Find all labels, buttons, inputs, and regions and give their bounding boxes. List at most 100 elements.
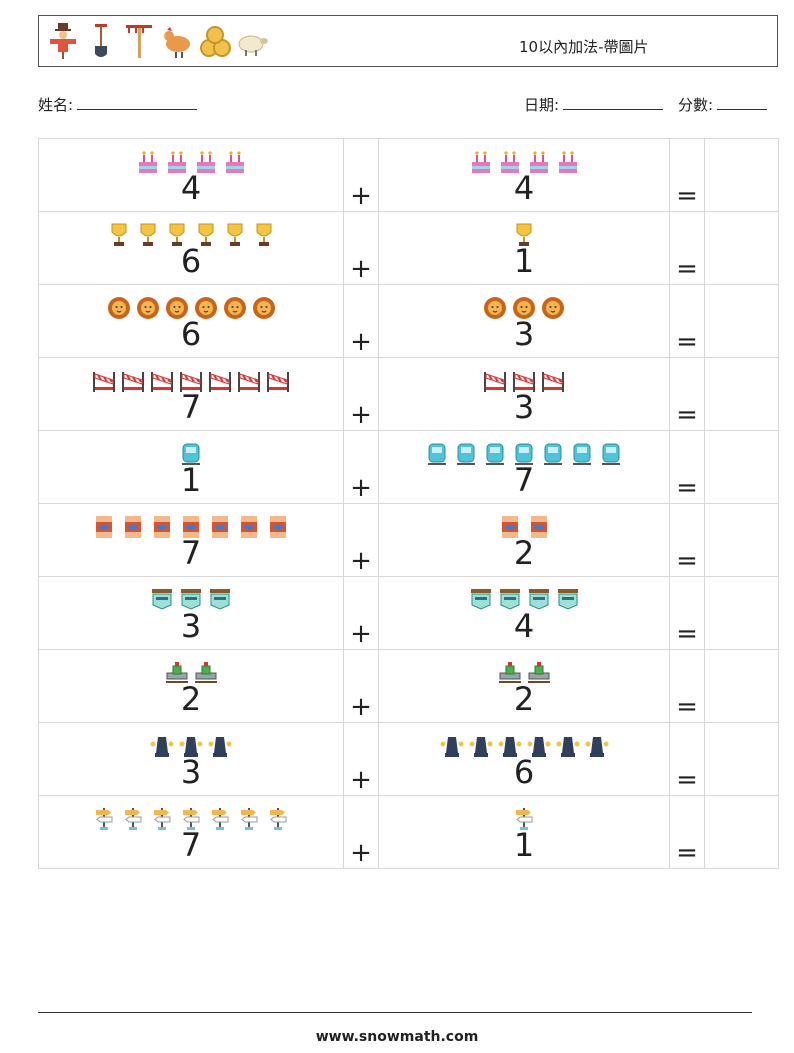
trophy-icon bbox=[169, 223, 184, 246]
trophy-icon bbox=[256, 223, 271, 246]
trophy-icon bbox=[140, 223, 155, 246]
scarecrow-icon bbox=[50, 23, 76, 59]
answer-cell[interactable] bbox=[704, 284, 779, 358]
addend-b-number: 1 bbox=[513, 242, 535, 280]
score-blank[interactable] bbox=[717, 95, 768, 110]
addend-a-icons bbox=[39, 358, 343, 396]
problem-row: 6 +1 = bbox=[38, 211, 779, 285]
tram-icon bbox=[182, 443, 200, 465]
answer-cell[interactable] bbox=[704, 211, 779, 285]
header-icon-strip bbox=[47, 22, 269, 60]
addend-b-icons bbox=[379, 650, 669, 688]
addend-b-icons bbox=[379, 285, 669, 323]
addend-a-icons bbox=[39, 285, 343, 323]
birthday-cake-icon bbox=[138, 151, 157, 173]
sauna-icon bbox=[154, 516, 170, 538]
addend-b-icons bbox=[379, 723, 669, 761]
addend-b-icons bbox=[379, 139, 669, 177]
answer-cell[interactable] bbox=[704, 503, 779, 577]
problem-row: 2 +2 = bbox=[38, 649, 779, 723]
addend-a-cell: 4 bbox=[38, 138, 344, 212]
signpost-icon bbox=[516, 808, 533, 830]
lion-icon bbox=[484, 297, 506, 319]
answer-cell[interactable] bbox=[704, 138, 779, 212]
problem-row: 7 +3 = bbox=[38, 357, 779, 431]
barrier-icon bbox=[484, 372, 506, 392]
score-field[interactable]: 分數: bbox=[678, 94, 768, 115]
addend-b-number: 7 bbox=[513, 461, 535, 499]
footer-url: www.snowmath.com bbox=[315, 1029, 479, 1045]
date-blank[interactable] bbox=[563, 95, 664, 110]
sauna-icon bbox=[530, 516, 547, 538]
birthday-cake-icon bbox=[529, 151, 548, 173]
addend-a-icons bbox=[39, 650, 343, 688]
signpost-icon bbox=[241, 808, 258, 830]
addend-a-icons bbox=[39, 504, 343, 542]
lion-icon bbox=[165, 297, 188, 319]
problem-row: 1 +7 = bbox=[38, 430, 779, 504]
plus-sign: + bbox=[343, 503, 379, 577]
lion-icon bbox=[223, 297, 246, 319]
name-field[interactable]: 姓名: bbox=[38, 94, 198, 115]
answer-cell[interactable] bbox=[704, 649, 779, 723]
addend-b-cell: 4 bbox=[378, 138, 670, 212]
addend-b-cell: 4 bbox=[378, 576, 670, 650]
sauna-icon bbox=[212, 516, 228, 538]
answer-cell[interactable] bbox=[704, 722, 779, 796]
tram-icon bbox=[457, 443, 475, 465]
date-field[interactable]: 日期: bbox=[524, 94, 664, 115]
barrier-icon bbox=[238, 372, 260, 392]
sheep-icon bbox=[238, 35, 268, 56]
equals-sign: = bbox=[669, 211, 705, 285]
barrier-icon bbox=[93, 372, 115, 392]
equals-sign: = bbox=[669, 795, 705, 869]
worksheet-title: 10以內加法-帶圖片 bbox=[519, 38, 649, 56]
problem-row: 6 +3 = bbox=[38, 284, 779, 358]
addend-a-cell: 6 bbox=[38, 284, 344, 358]
lion-icon bbox=[252, 297, 275, 319]
equals-sign: = bbox=[669, 284, 705, 358]
equals-sign: = bbox=[669, 138, 705, 212]
plus-sign: + bbox=[343, 284, 379, 358]
lion-icon bbox=[194, 297, 217, 319]
addend-b-icons bbox=[379, 358, 669, 396]
problem-row: 7 +2 = bbox=[38, 503, 779, 577]
addend-a-number: 7 bbox=[180, 826, 202, 864]
addend-a-icons bbox=[39, 139, 343, 177]
addend-a-icons bbox=[39, 431, 343, 469]
addend-a-number: 2 bbox=[180, 680, 202, 718]
street-lamp-icon bbox=[585, 737, 608, 757]
barrier-icon bbox=[151, 372, 173, 392]
lion-icon bbox=[513, 297, 535, 319]
barrier-icon bbox=[267, 372, 289, 392]
hotel-sign-icon bbox=[499, 589, 520, 610]
tram-icon bbox=[544, 443, 562, 465]
lion-icon bbox=[136, 297, 159, 319]
lion-icon bbox=[107, 297, 130, 319]
hotel-sign-icon bbox=[210, 589, 230, 610]
equals-sign: = bbox=[669, 430, 705, 504]
signpost-icon bbox=[154, 808, 171, 830]
plus-sign: + bbox=[343, 430, 379, 504]
answer-cell[interactable] bbox=[704, 430, 779, 504]
addend-a-cell: 6 bbox=[38, 211, 344, 285]
plus-sign: + bbox=[343, 138, 379, 212]
addend-a-icons bbox=[39, 796, 343, 834]
birthday-cake-icon bbox=[167, 151, 186, 173]
birthday-cake-icon bbox=[196, 151, 215, 173]
score-label: 分數: bbox=[678, 96, 714, 114]
addend-b-icons bbox=[379, 431, 669, 469]
addend-b-icons bbox=[379, 577, 669, 615]
equals-sign: = bbox=[669, 357, 705, 431]
addend-b-number: 4 bbox=[513, 169, 535, 207]
answer-cell[interactable] bbox=[704, 795, 779, 869]
addend-b-cell: 6 bbox=[378, 722, 670, 796]
hotel-sign-icon bbox=[181, 589, 201, 610]
name-blank[interactable] bbox=[77, 95, 198, 110]
answer-cell[interactable] bbox=[704, 357, 779, 431]
answer-cell[interactable] bbox=[704, 576, 779, 650]
addend-b-icons bbox=[379, 796, 669, 834]
addend-a-icons bbox=[39, 723, 343, 761]
addend-a-number: 7 bbox=[180, 388, 202, 426]
street-lamp-icon bbox=[440, 737, 463, 757]
